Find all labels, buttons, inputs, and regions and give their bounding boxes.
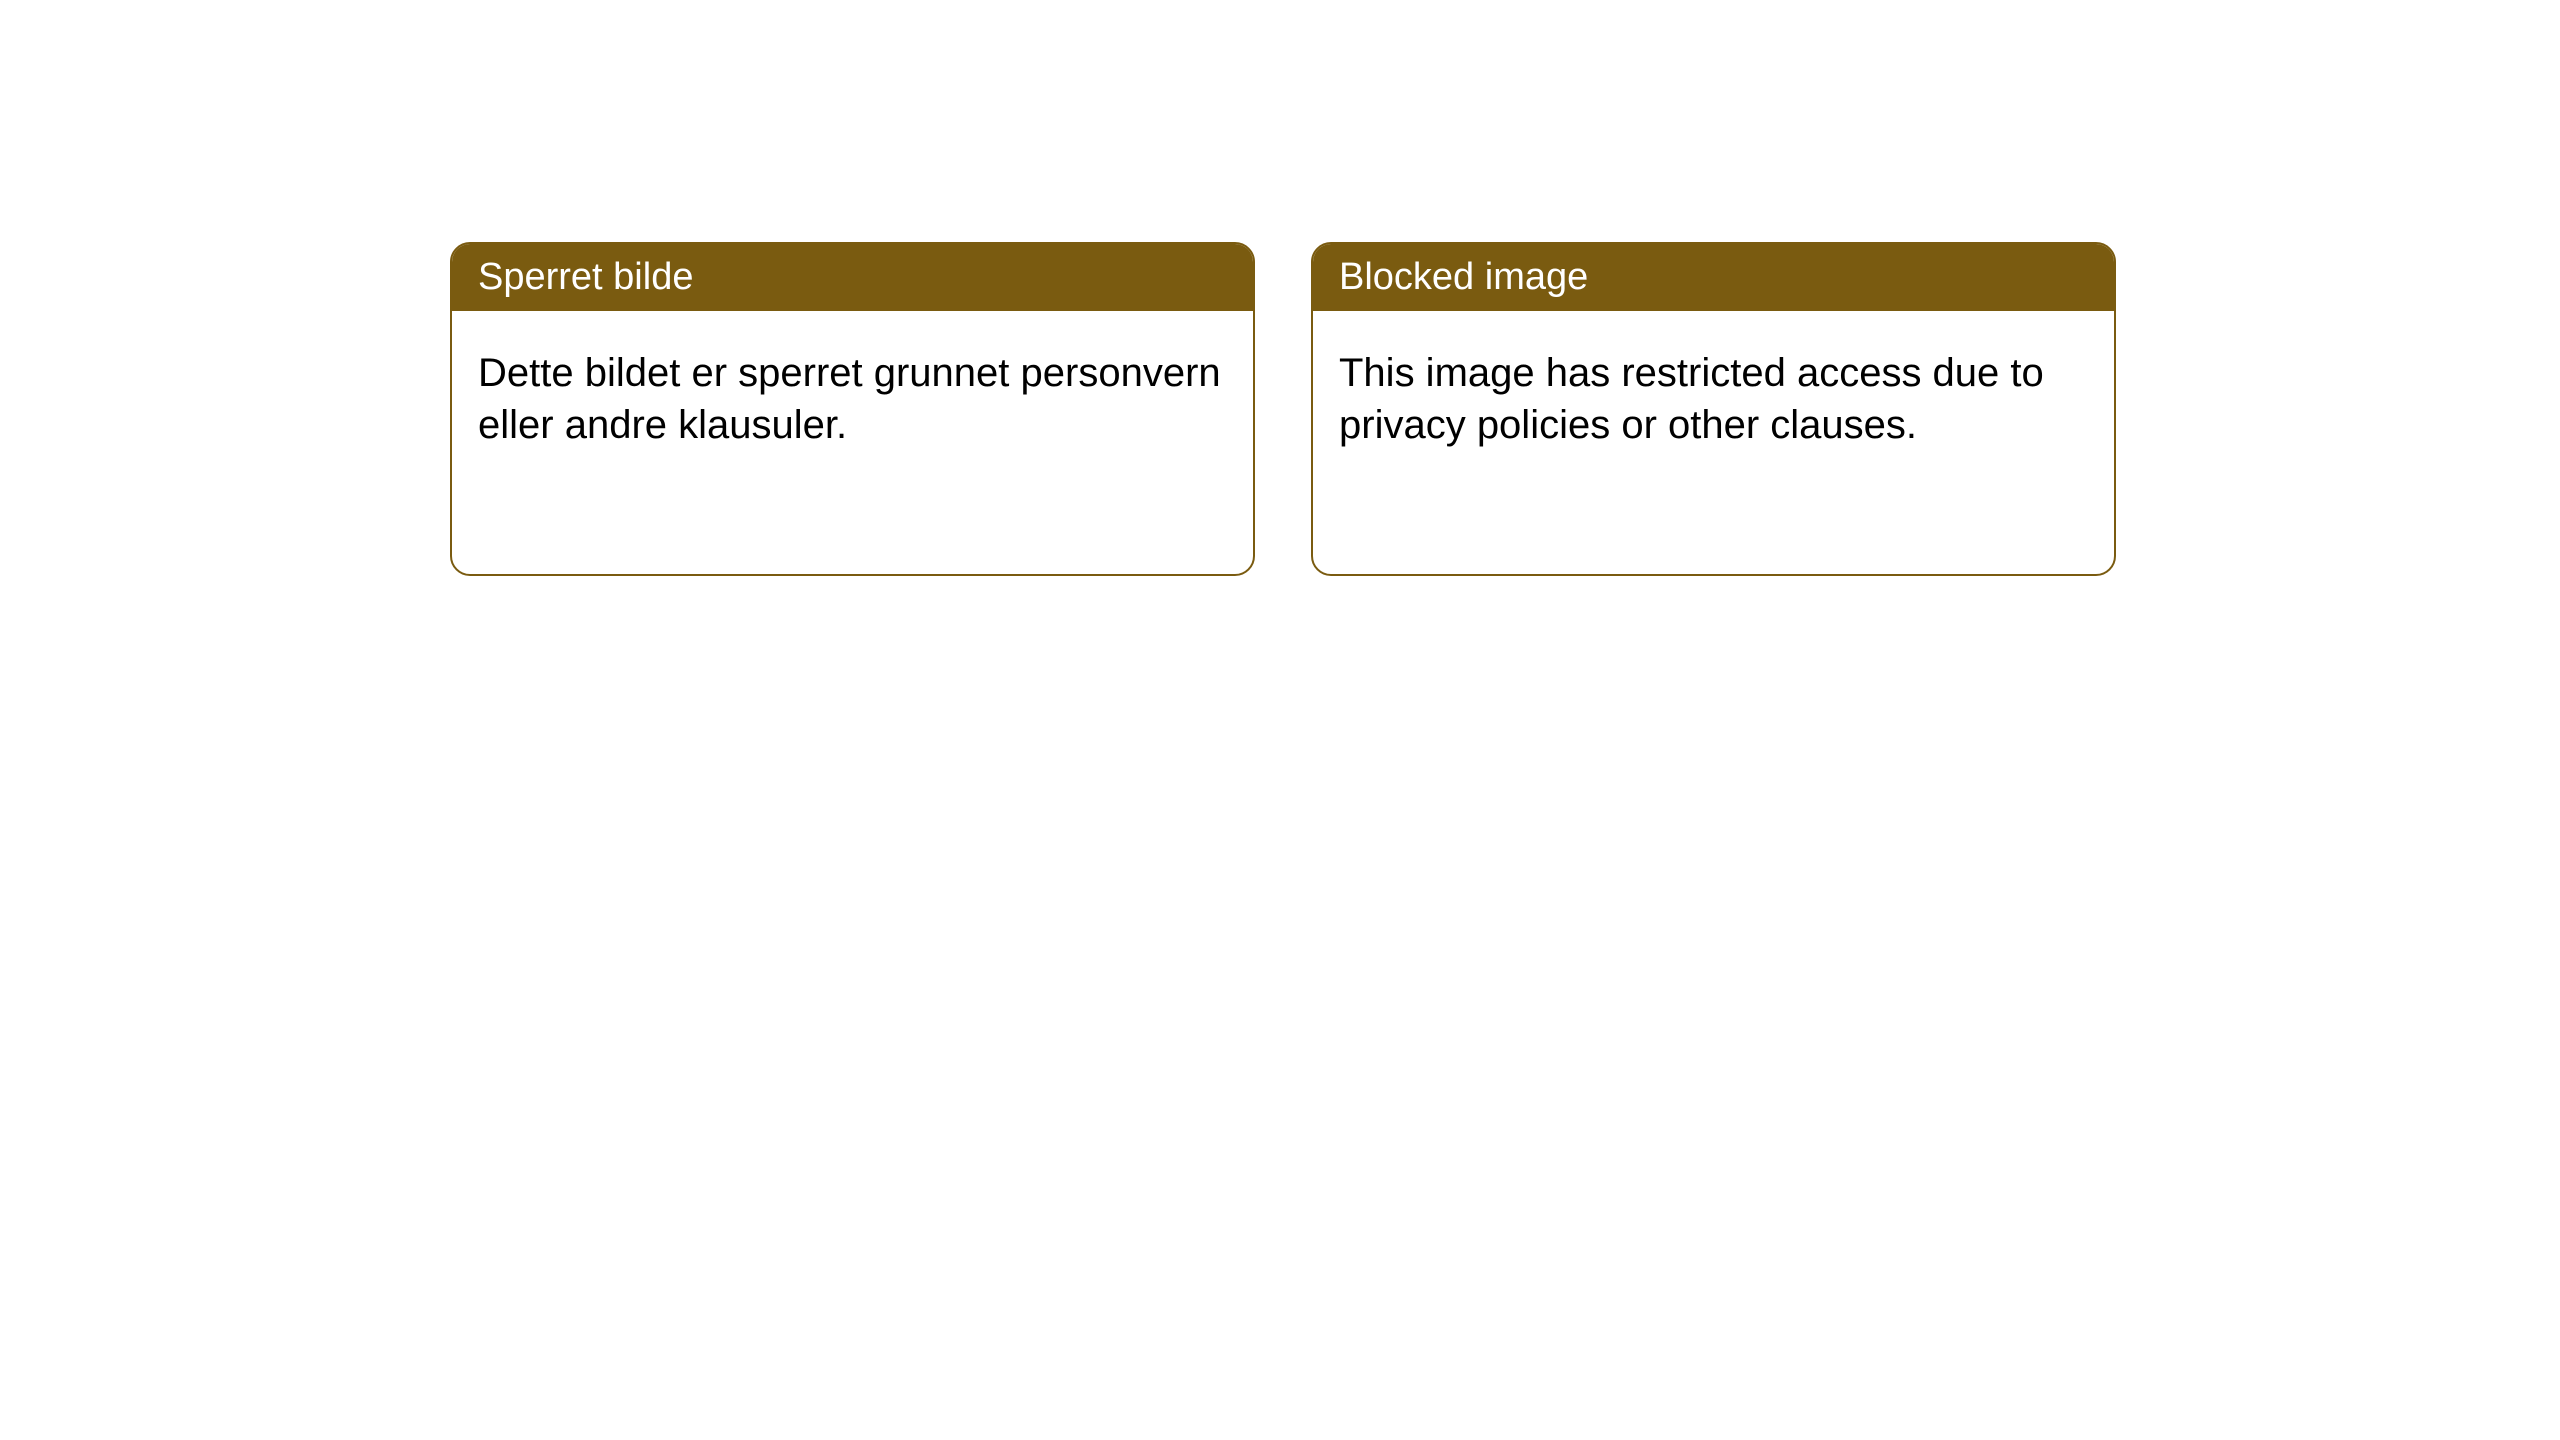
notice-card-norwegian: Sperret bilde Dette bildet er sperret gr…: [450, 242, 1255, 576]
notice-title-norwegian: Sperret bilde: [452, 244, 1253, 311]
notice-message-norwegian: Dette bildet er sperret grunnet personve…: [452, 311, 1253, 487]
notice-container: Sperret bilde Dette bildet er sperret gr…: [0, 0, 2560, 576]
notice-title-english: Blocked image: [1313, 244, 2114, 311]
notice-card-english: Blocked image This image has restricted …: [1311, 242, 2116, 576]
notice-message-english: This image has restricted access due to …: [1313, 311, 2114, 487]
